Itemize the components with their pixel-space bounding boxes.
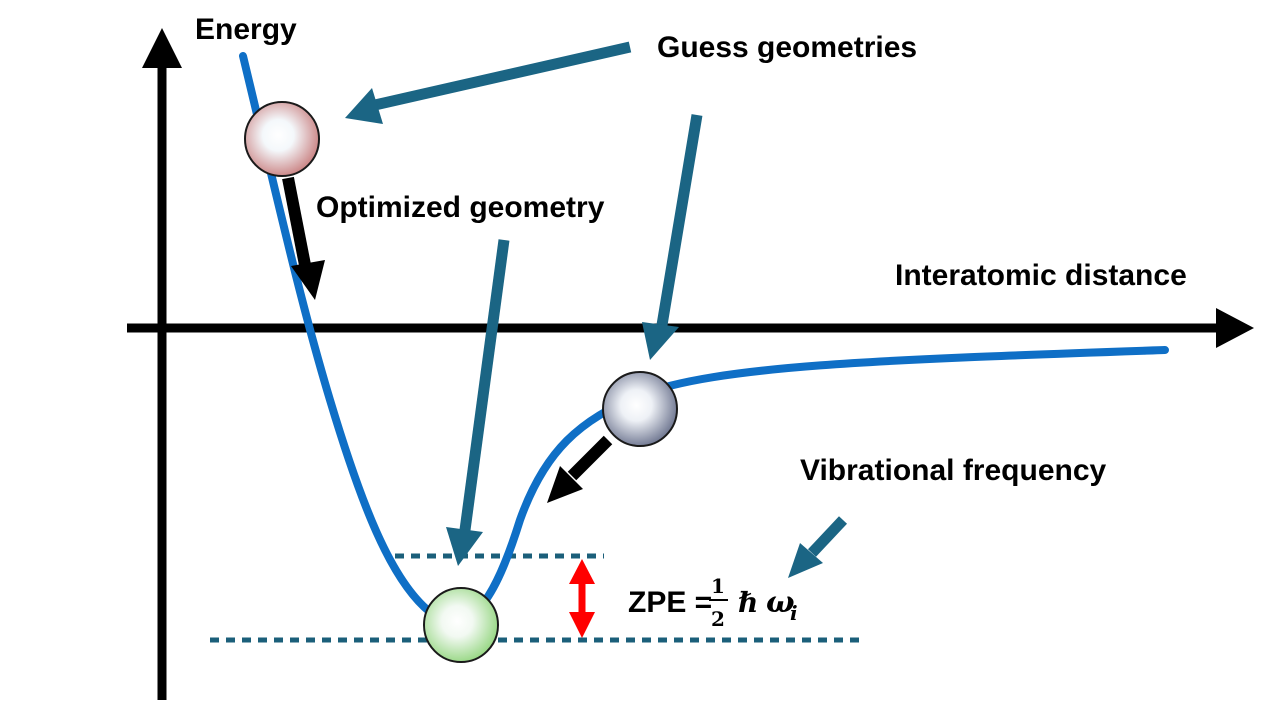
interatomic-distance-label: Interatomic distance [895,259,1187,292]
optimized-geometry-ball [423,587,499,663]
zpe-prefix: ZPE = [628,586,712,619]
optimized-pointer-arrow [446,239,510,566]
vibrational-pointer-arrow [788,516,848,578]
start-geometry-ball [244,101,320,177]
guess-pointer-arrow-left [345,41,632,124]
zpe-hbar: ℏ [738,586,758,619]
zpe-omega: ω [766,585,795,620]
optimization-arrow-down [282,176,325,300]
zpe-double-arrow [569,559,595,638]
zpe-fraction-numerator: 1 [711,574,725,598]
optimized-geometry-label: Optimized geometry [316,191,605,224]
zpe-subscript: i [790,601,798,625]
guess-geometries-label: Guess geometries [657,31,917,64]
distance-axis [127,308,1254,348]
zpe-fraction-denominator: 2 [711,607,725,631]
optimization-arrow-left [547,435,613,503]
potential-energy-curve [239,52,1169,625]
zpe-formula: ZPE = 1 2 ℏ ω i [628,574,798,631]
energy-axis-label: Energy [195,13,297,46]
energy-axis [142,28,182,700]
guess-pointer-arrow-right [642,114,703,360]
vibrational-frequency-label: Vibrational frequency [800,454,1107,487]
guess-geometry-ball [602,371,678,447]
